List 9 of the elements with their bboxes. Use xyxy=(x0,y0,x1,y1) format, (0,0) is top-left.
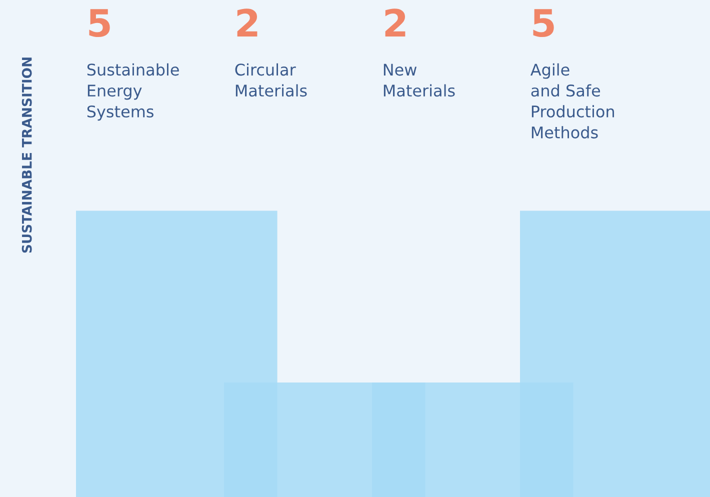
x-tick-label: Sustainable Energy Systems xyxy=(87,63,179,121)
x-tick-label: New Materials xyxy=(384,64,455,97)
data-label: 2 xyxy=(385,8,406,36)
x-tick-label: Circular Materials xyxy=(235,63,307,97)
data-label: 2 xyxy=(237,8,258,36)
x-tick-label: Agile and Safe Production Methods xyxy=(530,63,614,138)
y-axis-title: SUSTAINABLE TRANSITION xyxy=(22,58,32,253)
data-label: 5 xyxy=(533,9,554,38)
data-label: 5 xyxy=(89,9,110,38)
